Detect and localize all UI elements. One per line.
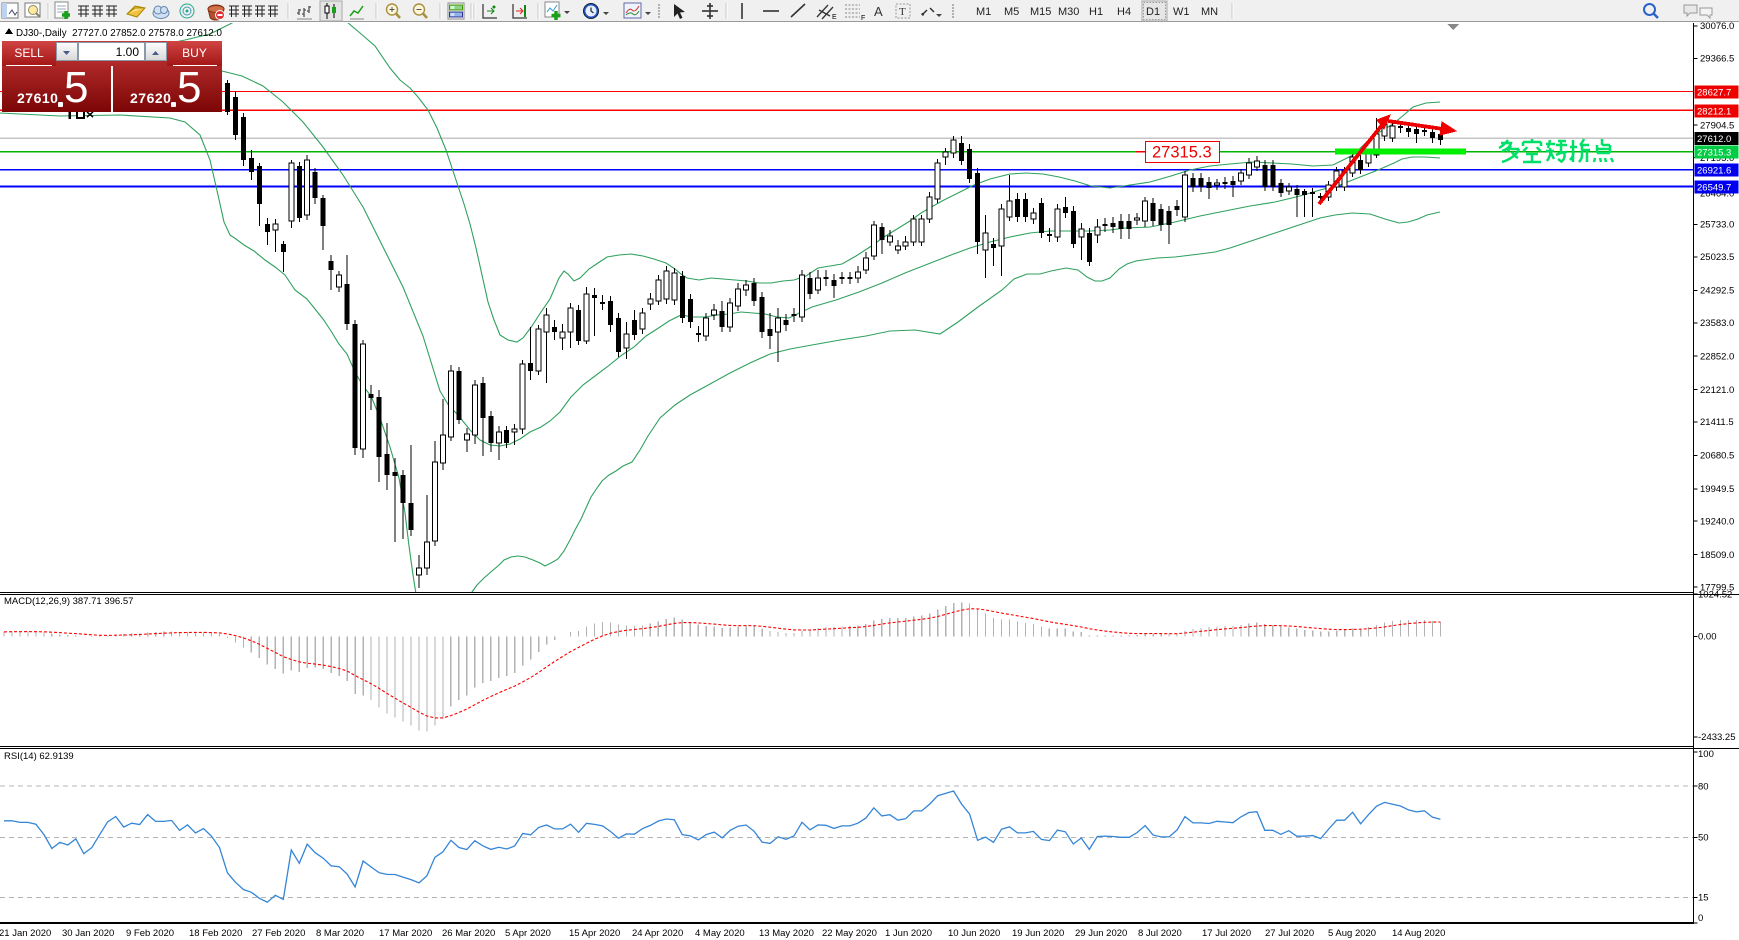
svg-text:23583.0: 23583.0 <box>1700 318 1734 329</box>
svg-text:1 Jun 2020: 1 Jun 2020 <box>885 928 932 939</box>
svg-text:27904.5: 27904.5 <box>1700 120 1734 131</box>
svg-text:17 Mar 2020: 17 Mar 2020 <box>379 928 432 939</box>
svg-text:F: F <box>861 15 865 22</box>
svg-text:50: 50 <box>1698 833 1709 844</box>
svg-text:DJ30-,Daily 27727.0 27852.0 2: DJ30-,Daily 27727.0 27852.0 27578.0 2761… <box>16 28 222 39</box>
svg-text:19949.5: 19949.5 <box>1700 484 1734 495</box>
svg-text:14 Aug 2020: 14 Aug 2020 <box>1392 928 1445 939</box>
svg-text:RSI(14) 62.9139: RSI(14) 62.9139 <box>4 751 74 762</box>
svg-text:100: 100 <box>1698 749 1714 760</box>
svg-text:19 Jun 2020: 19 Jun 2020 <box>1012 928 1064 939</box>
svg-text:W1: W1 <box>1173 6 1190 18</box>
svg-text:D1: D1 <box>1146 6 1160 18</box>
svg-text:27315.3: 27315.3 <box>1697 148 1731 159</box>
svg-text:30 Jan 2020: 30 Jan 2020 <box>62 928 114 939</box>
svg-text:25733.0: 25733.0 <box>1700 220 1734 231</box>
svg-text:M15: M15 <box>1030 6 1051 18</box>
svg-text:28627.7: 28627.7 <box>1697 88 1731 99</box>
svg-text:A: A <box>874 4 883 19</box>
svg-text:1024.52: 1024.52 <box>1698 589 1732 600</box>
svg-text:MACD(12,26,9) 387.71 396.57: MACD(12,26,9) 387.71 396.57 <box>4 596 133 607</box>
svg-text:15: 15 <box>1698 893 1709 904</box>
svg-text:4 May 2020: 4 May 2020 <box>695 928 745 939</box>
svg-text:M30: M30 <box>1058 6 1079 18</box>
svg-text:26921.6: 26921.6 <box>1697 166 1731 177</box>
svg-text:26 Mar 2020: 26 Mar 2020 <box>442 928 495 939</box>
svg-text:15 Apr 2020: 15 Apr 2020 <box>569 928 620 939</box>
svg-text:17 Jul 2020: 17 Jul 2020 <box>1202 928 1251 939</box>
svg-text:27612.0: 27612.0 <box>1697 134 1731 145</box>
svg-text:5 Apr 2020: 5 Apr 2020 <box>505 928 551 939</box>
svg-text:26549.7: 26549.7 <box>1697 183 1731 194</box>
svg-text:30076.0: 30076.0 <box>1700 22 1734 32</box>
svg-text:21411.5: 21411.5 <box>1700 417 1734 428</box>
svg-text:E: E <box>832 14 837 21</box>
svg-text:9 Feb 2020: 9 Feb 2020 <box>126 928 174 939</box>
svg-text:27315.3: 27315.3 <box>1152 144 1212 162</box>
svg-text:24292.5: 24292.5 <box>1700 286 1734 297</box>
svg-text:19240.0: 19240.0 <box>1700 516 1734 527</box>
svg-text:M1: M1 <box>976 6 991 18</box>
svg-text:-2433.25: -2433.25 <box>1698 732 1736 743</box>
svg-text:22852.0: 22852.0 <box>1700 351 1734 362</box>
svg-text:17799.5: 17799.5 <box>1700 582 1734 593</box>
svg-text:H1: H1 <box>1089 6 1103 18</box>
svg-text:18509.0: 18509.0 <box>1700 550 1734 561</box>
svg-text:27 Feb 2020: 27 Feb 2020 <box>252 928 305 939</box>
svg-text:MN: MN <box>1201 6 1218 18</box>
svg-text:22121.0: 22121.0 <box>1700 385 1734 396</box>
svg-text:20680.5: 20680.5 <box>1700 451 1734 462</box>
svg-text:H4: H4 <box>1117 6 1131 18</box>
svg-text:10 Jun 2020: 10 Jun 2020 <box>948 928 1000 939</box>
svg-text:24 Apr 2020: 24 Apr 2020 <box>632 928 683 939</box>
svg-text:M5: M5 <box>1004 6 1019 18</box>
svg-text:21 Jan 2020: 21 Jan 2020 <box>0 928 51 939</box>
svg-text:25023.5: 25023.5 <box>1700 252 1734 263</box>
svg-text:22 May 2020: 22 May 2020 <box>822 928 877 939</box>
svg-text:29 Jun 2020: 29 Jun 2020 <box>1075 928 1127 939</box>
svg-text:18 Feb 2020: 18 Feb 2020 <box>189 928 242 939</box>
svg-text:0.00: 0.00 <box>1698 632 1717 643</box>
svg-text:8 Jul 2020: 8 Jul 2020 <box>1138 928 1182 939</box>
svg-text:0: 0 <box>1698 913 1703 924</box>
svg-text:27 Jul 2020: 27 Jul 2020 <box>1265 928 1314 939</box>
svg-text:T: T <box>899 6 906 18</box>
svg-text:8 Mar 2020: 8 Mar 2020 <box>316 928 364 939</box>
svg-text:29366.5: 29366.5 <box>1700 54 1734 65</box>
svg-text:26464.0: 26464.0 <box>1700 189 1734 200</box>
svg-text:13 May 2020: 13 May 2020 <box>759 928 814 939</box>
svg-text:80: 80 <box>1698 781 1709 792</box>
svg-text:5 Aug 2020: 5 Aug 2020 <box>1328 928 1376 939</box>
svg-text:28212.1: 28212.1 <box>1697 107 1731 118</box>
